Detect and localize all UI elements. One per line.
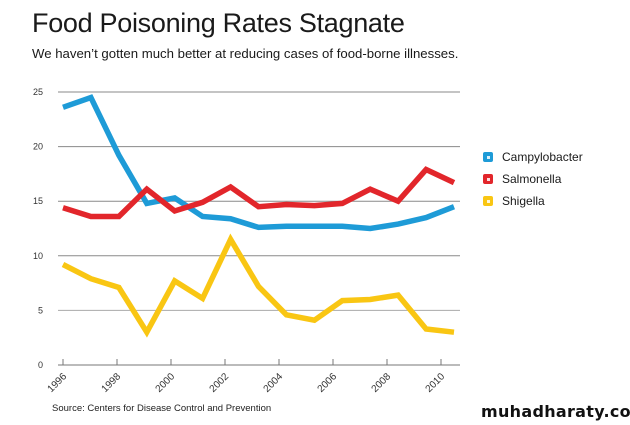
series-line-shigella	[61, 233, 455, 338]
y-tick-label: 20	[33, 142, 43, 152]
x-tick-label: 2002	[208, 371, 232, 395]
series-lines	[61, 94, 456, 338]
chart-title: Food Poisoning Rates Stagnate	[32, 8, 405, 38]
watermark: muhadharaty.com	[481, 402, 630, 421]
legend-item-campylobacter: Campylobacter	[483, 146, 583, 168]
y-tick-label: 0	[38, 360, 43, 370]
legend-swatch-campylobacter	[483, 152, 493, 162]
x-tick-label: 1998	[100, 371, 124, 395]
legend-label: Salmonella	[502, 172, 562, 186]
series-line-salmonella	[62, 166, 456, 220]
x-tick-label: 2008	[370, 371, 394, 395]
legend-item-shigella: Shigella	[483, 190, 583, 212]
y-tick-label: 25	[33, 87, 43, 97]
x-tick-label: 2004	[262, 371, 286, 395]
y-tick-label: 5	[38, 305, 43, 315]
source-note: Source: Centers for Disease Control and …	[52, 403, 272, 414]
legend-item-salmonella: Salmonella	[483, 168, 583, 190]
legend-label: Campylobacter	[502, 150, 583, 164]
legend: Campylobacter Salmonella Shigella	[483, 146, 583, 212]
legend-label: Shigella	[502, 194, 545, 208]
chart-subtitle: We haven’t gotten much better at reducin…	[32, 46, 459, 61]
x-tick-label: 2010	[424, 371, 448, 395]
y-tick-label: 15	[33, 196, 43, 206]
legend-swatch-shigella	[483, 196, 493, 206]
x-tick-label: 2006	[316, 371, 340, 395]
x-axis: 1996 1998 2000 2002 2004 2006 2008 2010	[46, 359, 448, 395]
legend-swatch-salmonella	[483, 174, 493, 184]
y-axis-ticks: 0 5 10 15 20 25	[33, 87, 43, 370]
x-tick-label: 1996	[46, 371, 70, 395]
y-tick-label: 10	[33, 251, 43, 261]
series-line-campylobacter	[62, 94, 456, 232]
x-tick-label: 2000	[154, 371, 178, 395]
